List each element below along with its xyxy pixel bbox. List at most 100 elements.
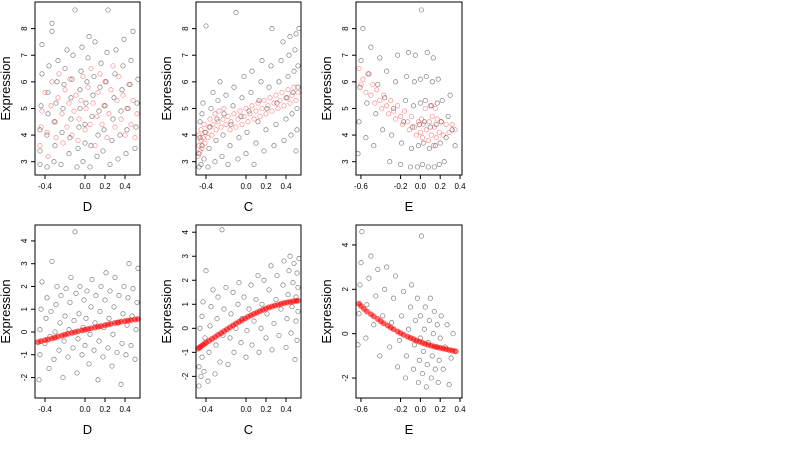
data-point: [88, 65, 94, 72]
data-point: [205, 135, 211, 141]
series-observed: [37, 7, 141, 170]
data-point: [199, 143, 205, 149]
data-point: [274, 272, 280, 279]
series-observed: [36, 229, 141, 387]
data-point: [444, 322, 450, 328]
data-point: [446, 129, 452, 135]
data-point: [80, 159, 86, 165]
data-point: [268, 63, 274, 69]
data-point: [245, 119, 251, 125]
data-point: [291, 68, 297, 74]
data-point: [401, 119, 407, 125]
data-point: [79, 44, 85, 50]
data-point: [199, 111, 205, 117]
data-point: [69, 76, 75, 82]
data-point: [273, 92, 279, 98]
data-point: [452, 127, 458, 133]
y-tick-label: -1: [20, 351, 29, 359]
y-axis-title: Expression: [159, 56, 174, 120]
y-tick-label: 0: [20, 329, 29, 334]
data-point: [404, 119, 411, 125]
panel-r2c1: -0.4 0.0 0.2 0.4 -2 -1 0 1 2 3 4 D Expression: [0, 224, 141, 437]
data-point: [56, 71, 62, 77]
panel-r2c3: -0.6 -0.2 0.0 0.2 0.4 -2 0 2 4 E Expression: [319, 224, 466, 437]
data-point: [420, 121, 426, 127]
data-point: [448, 355, 454, 361]
data-point: [45, 111, 51, 117]
data-point: [88, 143, 94, 149]
data-point: [255, 119, 261, 125]
y-tick-label: 2: [181, 277, 190, 282]
data-point: [231, 84, 237, 90]
plot-frame: [34, 1, 141, 176]
data-point: [221, 306, 227, 312]
data-point: [84, 79, 90, 85]
data-point: [399, 140, 405, 146]
data-point: [120, 311, 126, 317]
data-point: [395, 364, 401, 370]
data-point: [381, 92, 387, 98]
data-point: [416, 357, 422, 363]
data-point: [217, 359, 223, 365]
data-point: [294, 270, 300, 276]
data-point: [284, 316, 290, 322]
data-point: [356, 65, 362, 72]
data-point: [287, 253, 293, 259]
data-point: [62, 65, 68, 72]
data-point: [439, 97, 445, 104]
y-axis-title: Expression: [319, 279, 334, 343]
data-point: [107, 288, 113, 294]
data-point: [426, 145, 432, 151]
data-point: [256, 349, 262, 355]
x-axis-title: E: [405, 199, 414, 214]
data-point: [268, 263, 274, 269]
data-point: [415, 379, 421, 386]
x-tick-label: 0.0: [415, 182, 427, 191]
data-point: [420, 140, 426, 146]
data-point: [112, 274, 118, 280]
data-point: [363, 335, 369, 341]
data-point: [426, 119, 432, 125]
data-point: [213, 127, 219, 133]
data-point: [428, 103, 434, 109]
data-point: [60, 140, 66, 146]
data-point: [241, 294, 247, 300]
data-point: [199, 145, 205, 151]
data-point: [44, 132, 50, 138]
data-point: [92, 39, 98, 45]
data-point: [258, 325, 264, 331]
data-point: [53, 135, 59, 141]
y-tick-label: 8: [341, 26, 350, 31]
data-point: [281, 258, 287, 264]
data-point: [78, 97, 84, 104]
data-point: [423, 127, 429, 133]
data-point: [216, 108, 222, 114]
data-point: [273, 121, 279, 127]
data-point: [287, 100, 293, 106]
data-point: [72, 229, 78, 235]
data-point: [110, 116, 116, 122]
data-point: [418, 116, 424, 122]
data-point: [417, 76, 423, 82]
data-point: [112, 124, 118, 130]
y-tick-label: -2: [20, 373, 29, 381]
data-point: [283, 116, 289, 122]
series-observed: [355, 7, 458, 170]
data-point: [61, 338, 67, 344]
y-tick-label: 4: [181, 132, 190, 137]
data-point: [295, 63, 301, 69]
data-point: [405, 50, 412, 56]
data-point: [52, 143, 58, 149]
data-point: [363, 89, 369, 96]
data-point: [416, 121, 422, 127]
data-point: [83, 100, 89, 106]
data-point: [39, 279, 45, 285]
data-point: [292, 357, 298, 363]
x-tick-label: 0.2: [435, 182, 447, 191]
data-point: [356, 119, 362, 125]
data-point: [295, 84, 301, 90]
data-point: [415, 143, 421, 149]
data-point: [395, 103, 401, 109]
y-tick-label: 0: [181, 326, 190, 331]
data-point: [368, 92, 374, 98]
